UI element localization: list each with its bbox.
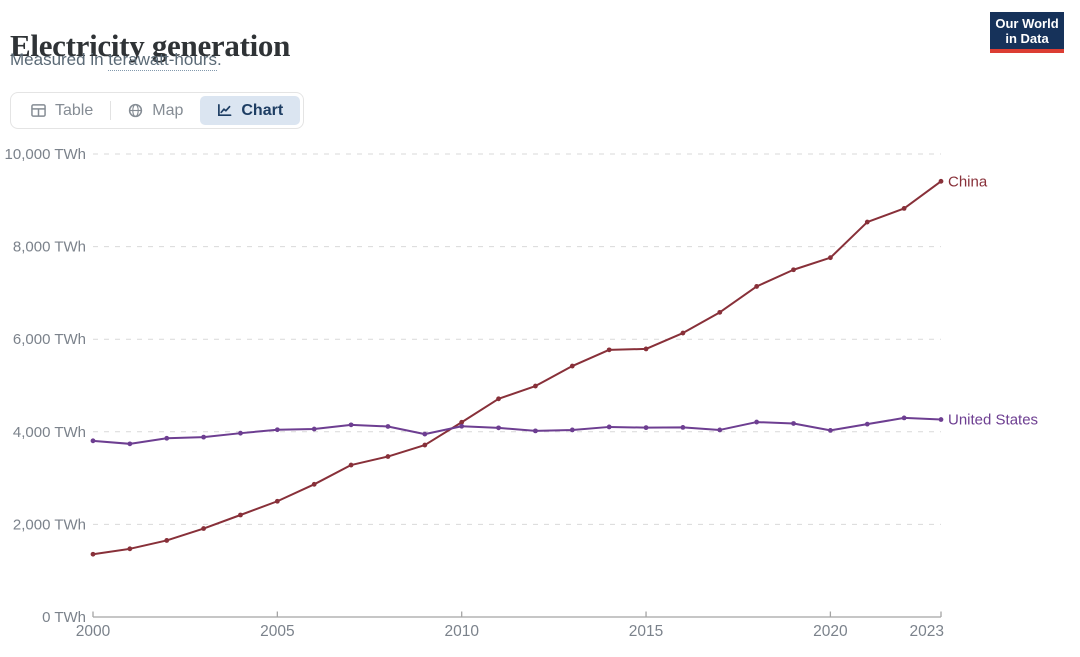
data-point-united-states <box>459 423 465 429</box>
data-point-china <box>164 538 170 543</box>
data-point-united-states <box>385 424 391 429</box>
series-line-united-states <box>92 416 942 445</box>
data-point-united-states <box>569 427 575 433</box>
y-tick-label: 10,000 TWh <box>5 146 86 163</box>
table-icon <box>31 104 46 117</box>
page-subtitle: Measured in terawatt-hours. <box>10 50 222 71</box>
data-point-china <box>901 206 907 211</box>
data-point-united-states <box>717 427 723 433</box>
data-point-china <box>717 309 723 315</box>
tab-divider <box>110 101 112 120</box>
data-point-china <box>311 481 317 487</box>
x-tick-label: 2015 <box>629 623 663 640</box>
data-point-china <box>459 419 465 425</box>
subtitle-term-link[interactable]: terawatt-hours <box>108 50 217 71</box>
data-point-china <box>348 462 354 468</box>
data-point-china <box>90 551 96 557</box>
data-point-united-states <box>274 427 280 433</box>
data-point-china <box>938 178 944 184</box>
data-point-united-states <box>127 441 133 447</box>
data-point-china <box>643 346 649 352</box>
owid-logo[interactable]: Our World in Data <box>990 12 1064 53</box>
y-tick-label: 0 TWh <box>42 609 86 626</box>
data-point-united-states <box>864 421 870 427</box>
y-tick-label: 2,000 TWh <box>13 516 86 533</box>
data-point-united-states <box>311 426 317 432</box>
tab-map-label: Map <box>152 101 184 119</box>
owid-logo-red-bar <box>990 49 1064 53</box>
owid-logo-text: Our World in Data <box>990 12 1064 49</box>
series-end-label-china: China <box>948 173 988 190</box>
data-point-china <box>496 396 501 402</box>
axis-labels: 0 TWh 2,000 TWh 4,000 TWh 6,000 TWh 8,000 TW… <box>5 146 944 640</box>
chart-svg[interactable]: 0 TWh 2,000 TWh 4,000 TWh 6,000 TWh 8,000 TW… <box>0 137 1080 657</box>
data-point-china <box>422 442 428 448</box>
data-point-united-states <box>606 424 612 430</box>
view-tabs: Table Map Chart <box>10 92 305 129</box>
data-point-united-states <box>680 425 686 430</box>
data-point-china <box>385 454 391 459</box>
x-tick-label: 2010 <box>444 623 479 640</box>
tab-chart-label: Chart <box>241 101 284 119</box>
data-point-china <box>680 330 686 336</box>
tab-table[interactable]: Table <box>14 96 110 125</box>
y-tick-label: 8,000 TWh <box>13 239 86 256</box>
data-point-china <box>754 284 760 289</box>
data-point-united-states <box>496 425 501 431</box>
owid-logo-line1: Our World <box>995 16 1059 31</box>
data-point-united-states <box>348 422 354 428</box>
data-point-united-states <box>754 419 760 425</box>
x-tick-label: 2023 <box>910 623 944 640</box>
tab-map[interactable]: Map <box>111 96 200 125</box>
series-end-label-united-states: United States <box>948 412 1038 429</box>
x-tick-label: 2005 <box>260 623 294 640</box>
data-point-united-states <box>201 434 207 440</box>
y-gridlines <box>93 153 941 525</box>
data-point-united-states <box>791 421 796 426</box>
x-tick-label: 2000 <box>76 623 111 640</box>
tab-table-label: Table <box>55 101 94 119</box>
data-point-china <box>791 267 796 273</box>
data-point-china <box>127 546 133 552</box>
x-tick-label: 2020 <box>813 623 848 640</box>
subtitle-suffix: . <box>216 50 222 69</box>
tab-chart[interactable]: Chart <box>200 96 301 125</box>
data-point-china <box>238 512 243 518</box>
page-title: Electricity generation <box>10 27 291 63</box>
data-point-china <box>606 347 612 353</box>
data-point-united-states <box>533 428 538 434</box>
series-line-china <box>92 180 942 556</box>
data-point-china <box>827 255 833 261</box>
data-point-united-states <box>643 425 649 431</box>
data-point-china <box>201 526 207 531</box>
data-point-united-states <box>238 430 243 436</box>
subtitle-prefix: Measured in <box>10 50 109 69</box>
data-point-china <box>533 383 538 389</box>
y-tick-label: 6,000 TWh <box>13 331 86 348</box>
series-china[interactable]: China <box>90 173 988 557</box>
data-point-united-states <box>422 431 428 437</box>
data-point-united-states <box>901 415 907 421</box>
data-point-china <box>274 498 280 504</box>
data-point-united-states <box>90 438 96 444</box>
y-tick-label: 4,000 TWh <box>13 424 86 441</box>
globe-icon <box>129 103 143 118</box>
line-chart-icon <box>218 104 232 117</box>
data-point-united-states <box>938 417 944 422</box>
series-united-states[interactable]: United States <box>90 412 1038 447</box>
x-axis <box>92 611 942 618</box>
data-point-united-states <box>164 435 170 441</box>
data-point-united-states <box>827 428 833 433</box>
data-point-china <box>864 219 870 225</box>
owid-logo-line2: in Data <box>1005 31 1049 46</box>
data-point-china <box>569 363 575 369</box>
